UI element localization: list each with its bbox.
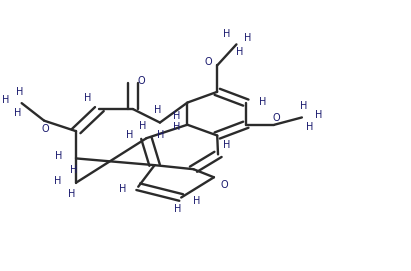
Text: H: H bbox=[126, 131, 134, 140]
Text: H: H bbox=[84, 93, 92, 103]
Text: H: H bbox=[173, 111, 180, 121]
Text: H: H bbox=[222, 28, 230, 38]
Text: O: O bbox=[204, 57, 212, 67]
Text: H: H bbox=[54, 176, 61, 186]
Text: H: H bbox=[154, 105, 162, 115]
Text: H: H bbox=[244, 33, 252, 43]
Text: H: H bbox=[174, 204, 182, 214]
Text: H: H bbox=[14, 108, 21, 118]
Text: O: O bbox=[41, 124, 49, 134]
Text: H: H bbox=[55, 151, 62, 161]
Text: H: H bbox=[70, 165, 78, 175]
Text: H: H bbox=[314, 110, 322, 120]
Text: H: H bbox=[139, 121, 146, 131]
Text: H: H bbox=[16, 87, 23, 97]
Text: H: H bbox=[2, 95, 9, 105]
Text: O: O bbox=[137, 76, 145, 86]
Text: H: H bbox=[259, 97, 266, 107]
Text: H: H bbox=[157, 130, 164, 140]
Text: H: H bbox=[222, 140, 230, 150]
Text: H: H bbox=[119, 184, 127, 194]
Text: H: H bbox=[305, 122, 313, 132]
Text: H: H bbox=[68, 189, 76, 199]
Text: H: H bbox=[236, 47, 243, 57]
Text: H: H bbox=[173, 122, 181, 133]
Text: O: O bbox=[220, 180, 228, 190]
Text: H: H bbox=[193, 196, 201, 206]
Text: O: O bbox=[273, 113, 280, 123]
Text: H: H bbox=[300, 101, 307, 111]
